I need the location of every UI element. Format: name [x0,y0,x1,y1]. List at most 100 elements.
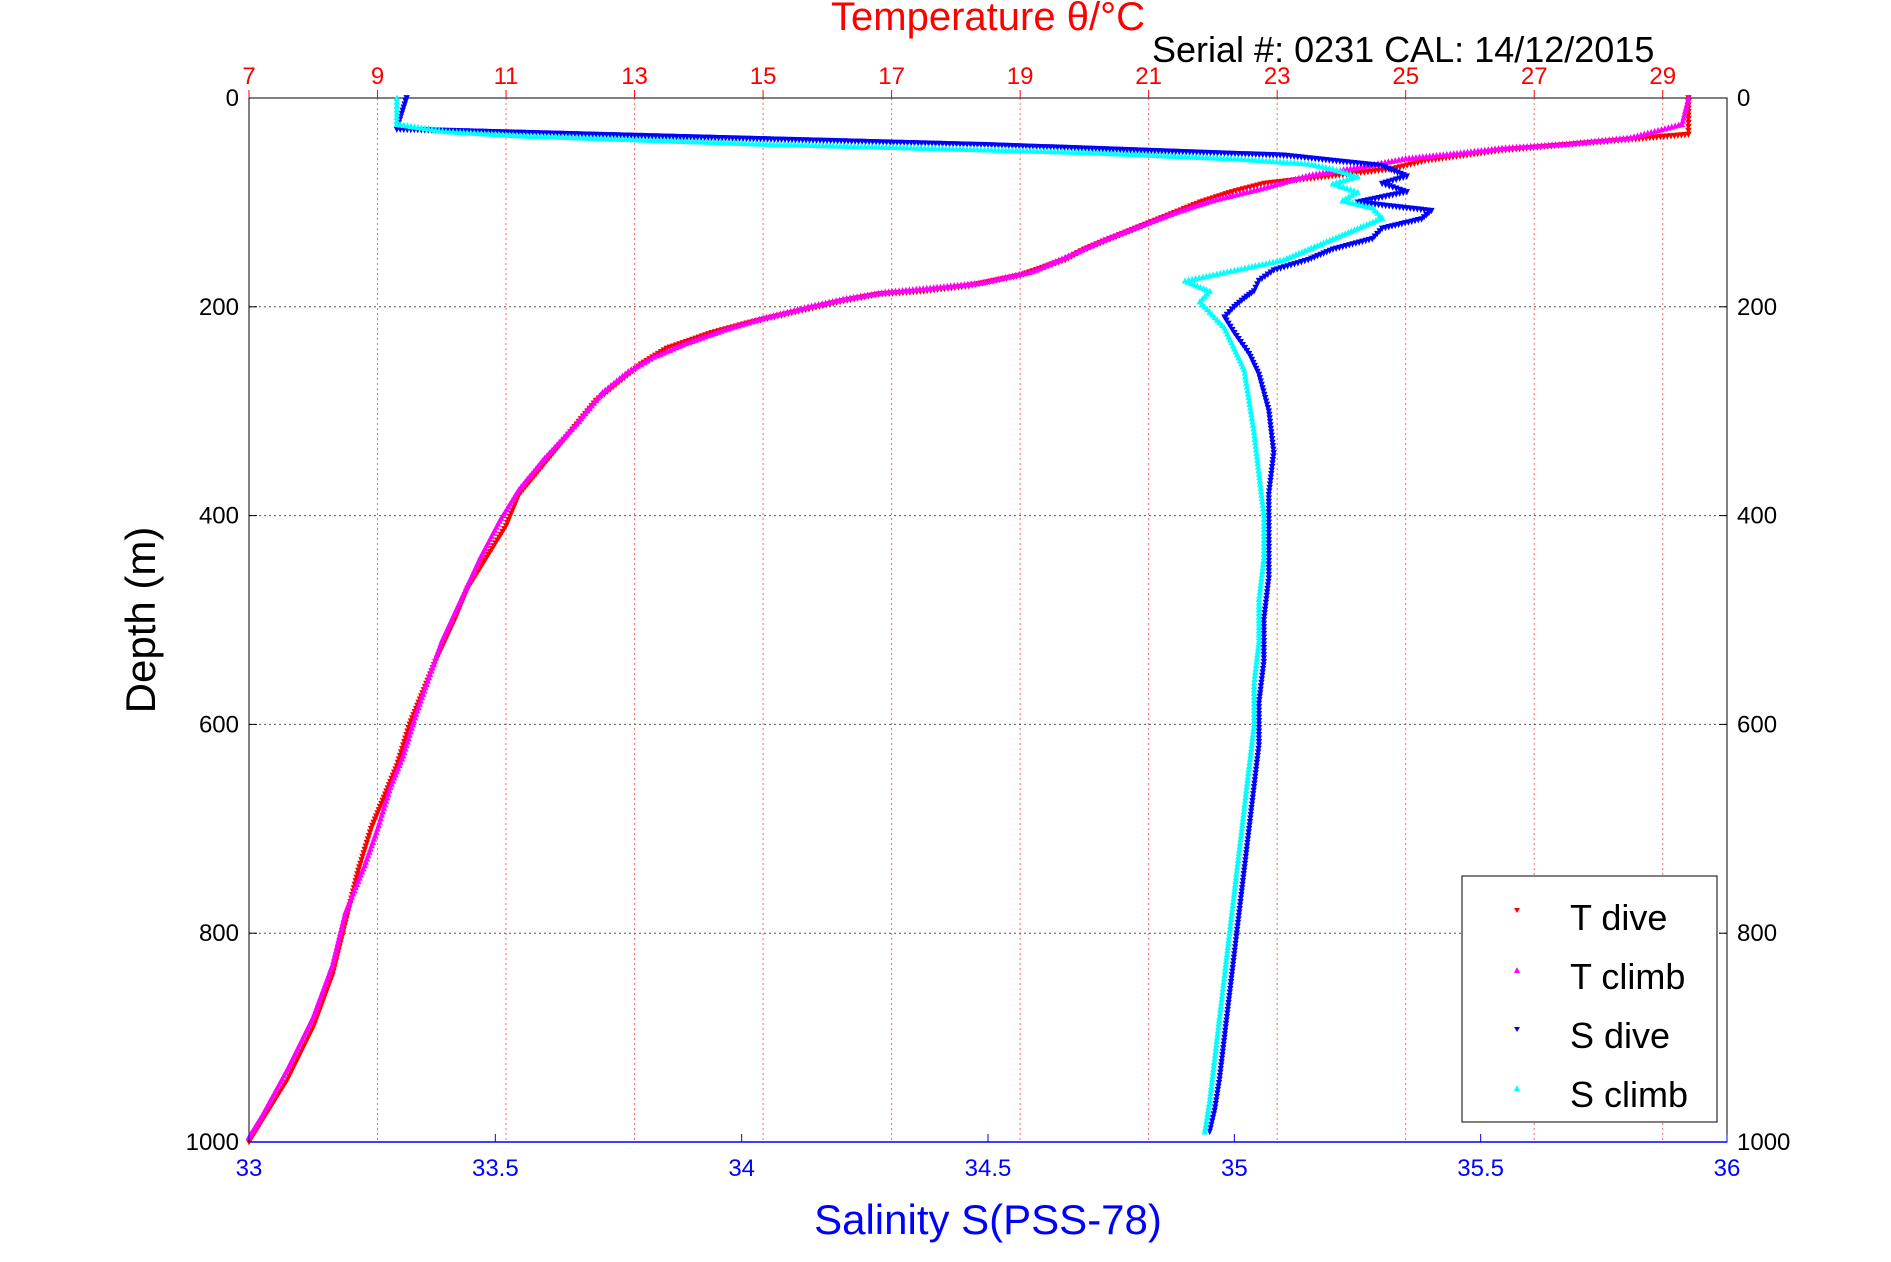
data-point [1260,641,1268,648]
data-point [1245,766,1252,773]
data-point [1226,926,1234,933]
data-point [1224,1003,1232,1010]
data-point [1231,884,1238,891]
temperature-tick-label: 11 [494,63,519,90]
data-point [1215,1023,1222,1031]
data-point [1210,1065,1217,1072]
data-point [624,368,632,375]
data-point [1253,658,1260,665]
data-point [1243,850,1250,857]
data-point [1262,603,1269,610]
data-point [759,314,767,322]
data-point [1260,655,1268,662]
data-point [1220,1045,1227,1052]
data-point [1336,178,1344,185]
data-point [1231,951,1238,958]
data-point [1265,491,1273,499]
data-point [1233,930,1240,937]
data-point [1250,720,1258,728]
data-point [1225,999,1232,1007]
data-point [1229,901,1236,909]
data-point [1226,989,1234,996]
data-point [1333,166,1340,173]
data-point [1685,119,1692,127]
data-point [1685,112,1692,119]
data-point [1220,1038,1228,1045]
data-point [1266,418,1274,426]
data-point [1223,954,1230,961]
chart-subtitle: Serial #: 0231 CAL: 14/12/2015 [1152,29,1654,70]
data-point [622,370,629,377]
data-point [631,364,638,371]
data-point [1265,512,1273,520]
data-point [363,839,371,847]
data-point [1255,602,1263,609]
data-point [1683,101,1691,108]
data-point [1231,880,1239,888]
data-point [1257,487,1265,495]
data-point [1207,1125,1214,1132]
data-point [1260,651,1268,659]
data-point [749,317,756,325]
data-point [1219,1048,1227,1056]
data-point [1250,700,1258,707]
data-point [1217,1002,1224,1010]
data-point [1249,731,1257,738]
data-point [1244,773,1252,780]
legend-marker-s-climb [1514,1085,1520,1091]
data-point [1211,1054,1218,1062]
temperature-tick-label: 9 [371,63,384,90]
data-point [1221,1034,1228,1042]
data-point [1269,460,1276,467]
depth-tick-label-right: 200 [1737,294,1777,321]
data-point [1241,369,1248,376]
data-point [1261,273,1269,281]
data-point [1252,770,1259,777]
data-point [1254,456,1261,463]
data-point [1256,588,1263,596]
data-point [336,933,343,940]
data-point [1255,728,1263,735]
data-point [1227,982,1234,989]
data-point [1250,706,1258,714]
salinity-tick-label: 33.5 [472,1155,519,1182]
data-point [1255,745,1262,753]
data-point [1208,1082,1215,1090]
data-point [1329,165,1337,172]
data-point [1223,1013,1231,1021]
data-point [1260,536,1268,543]
data-point [1211,1104,1219,1111]
data-point [1243,383,1251,390]
data-point [1240,804,1248,811]
data-point [1260,529,1268,536]
data-point [1265,557,1273,565]
data-point [1268,432,1275,440]
data-point [356,864,363,871]
data-point [1229,905,1236,912]
data-point [628,366,635,373]
data-point [1259,560,1267,568]
data-point [1268,464,1276,471]
data-point [1248,411,1255,418]
data-point [1258,494,1266,502]
data-point [1240,871,1247,878]
chart-title: Temperature θ/°C [831,0,1145,39]
depth-tick-label-left: 600 [199,711,239,738]
data-point [1250,693,1258,700]
data-point [1216,1009,1224,1017]
data-point [1202,1121,1210,1128]
data-point [1267,269,1274,276]
data-point [1269,443,1277,450]
data-point [1255,609,1263,616]
data-point [341,912,348,919]
data-point [1251,435,1259,442]
data-point [331,954,338,961]
data-point [1264,582,1272,589]
data-point [393,98,400,105]
data-point [1214,1086,1222,1094]
legend-label-t-dive: T dive [1570,897,1667,938]
data-point [1225,936,1232,944]
data-point [1217,1066,1224,1073]
data-point [393,110,400,117]
data-point [1260,638,1268,645]
